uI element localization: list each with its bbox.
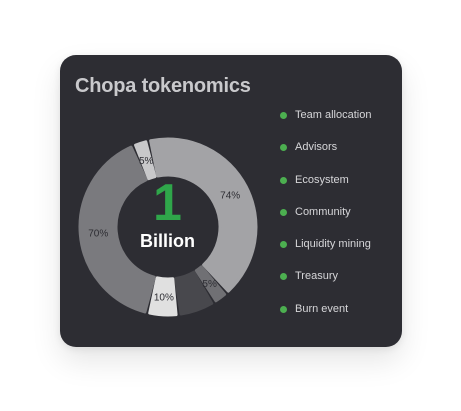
slice-label: 5%	[202, 279, 217, 290]
legend-item-treasury: Treasury	[280, 269, 371, 301]
legend-label: Treasury	[295, 270, 338, 283]
slice-label: 10%	[154, 292, 174, 303]
legend-label: Ecosystem	[295, 173, 349, 186]
legend-item-community: Community	[280, 205, 371, 237]
donut-slice	[174, 270, 214, 316]
tokenomics-card: Chopa tokenomics 74% 5% 10% 70% 5% 1 Billion…	[60, 55, 402, 347]
donut-slice	[134, 140, 157, 181]
legend-dot-icon	[280, 144, 287, 152]
legend-dot-icon	[280, 305, 287, 313]
legend-item-advisors: Advisors	[280, 140, 371, 172]
donut-slices	[78, 137, 258, 317]
donut-slice	[148, 276, 178, 317]
legend-item-liquidity-mining: Liquidity mining	[280, 237, 371, 269]
legend-item-team-allocation: Team allocation	[280, 108, 371, 140]
legend-label: Community	[295, 205, 351, 218]
donut-slice	[149, 137, 258, 293]
legend-item-ecosystem: Ecosystem	[280, 173, 371, 205]
chart-legend: Team allocation Advisors Ecosystem Commu…	[280, 108, 371, 334]
card-title: Chopa tokenomics	[75, 75, 251, 97]
donut-slice	[78, 145, 156, 314]
slice-label: 74%	[220, 190, 240, 201]
legend-label: Advisors	[295, 141, 338, 154]
legend-dot-icon	[280, 176, 287, 184]
slice-label: 70%	[88, 228, 108, 239]
legend-label: Liquidity mining	[295, 238, 371, 251]
donut-slice	[194, 265, 227, 303]
donut-slice-labels: 74% 5% 10% 70% 5%	[88, 156, 240, 303]
legend-label: Burn event	[295, 302, 349, 315]
legend-item-burn-event: Burn event	[280, 302, 371, 334]
legend-dot-icon	[280, 241, 287, 249]
legend-dot-icon	[280, 273, 287, 281]
legend-label: Team allocation	[295, 109, 372, 121]
donut-chart: 74% 5% 10% 70% 5%	[78, 137, 258, 317]
slice-label: 5%	[139, 156, 154, 167]
legend-dot-icon	[280, 112, 287, 119]
legend-dot-icon	[280, 208, 287, 216]
center-number: 1	[153, 174, 182, 232]
center-unit-label: Billion	[140, 231, 195, 251]
